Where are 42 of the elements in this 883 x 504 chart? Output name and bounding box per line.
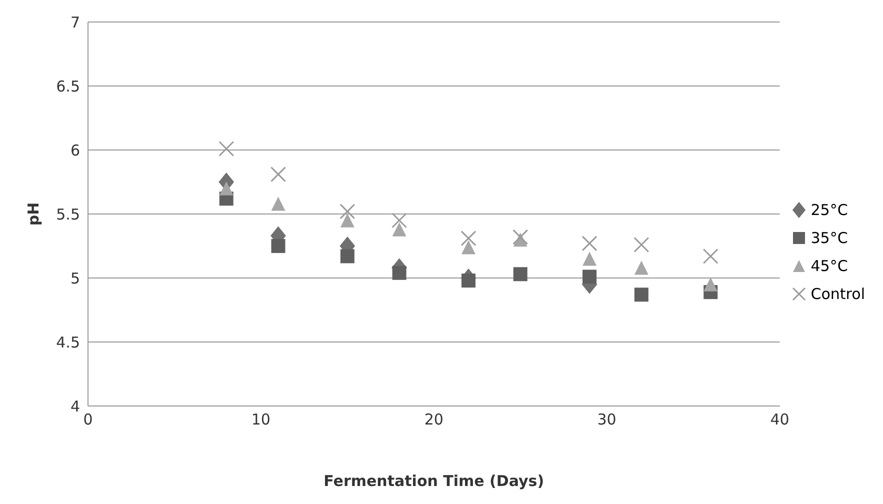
point xyxy=(634,288,648,302)
point xyxy=(461,274,476,288)
legend-label: 35°C xyxy=(810,229,848,247)
legend-label: 45°C xyxy=(810,257,848,275)
point xyxy=(634,236,650,252)
point xyxy=(461,240,476,254)
point xyxy=(340,249,354,264)
point xyxy=(704,277,718,292)
point xyxy=(340,213,354,228)
point xyxy=(634,260,648,275)
y-tick-label: 4 xyxy=(70,397,80,416)
legend-label: Control xyxy=(810,285,865,303)
point xyxy=(513,267,528,282)
point xyxy=(340,204,356,220)
x-tick-label: 30 xyxy=(597,410,616,429)
y-tick-label: 6.5 xyxy=(56,77,80,96)
point xyxy=(702,248,718,264)
y-tick-label: 4.5 xyxy=(56,333,80,352)
point xyxy=(582,270,597,284)
x-tick-label: 10 xyxy=(251,410,270,429)
y-tick-label: 7 xyxy=(70,13,80,32)
point xyxy=(219,181,234,196)
x-tick-label: 0 xyxy=(83,410,93,429)
point xyxy=(512,229,528,245)
y-tick-label: 5.5 xyxy=(56,205,80,224)
point xyxy=(582,236,598,252)
point xyxy=(392,266,406,280)
x-axis-title: Fermentation Time (Days) xyxy=(324,472,544,490)
point xyxy=(270,166,286,182)
x-tick-label: 20 xyxy=(424,410,444,429)
y-tick-label: 5 xyxy=(70,269,80,288)
point xyxy=(460,230,476,246)
point xyxy=(271,196,286,211)
point xyxy=(218,140,234,156)
y-axis-title: pH xyxy=(24,202,42,226)
point xyxy=(271,239,286,253)
point xyxy=(582,252,597,266)
legend-label: 25°C xyxy=(810,201,848,219)
point xyxy=(392,222,406,236)
y-tick-label: 6 xyxy=(70,141,80,160)
x-tick-label: 40 xyxy=(770,410,790,429)
point xyxy=(392,212,408,228)
